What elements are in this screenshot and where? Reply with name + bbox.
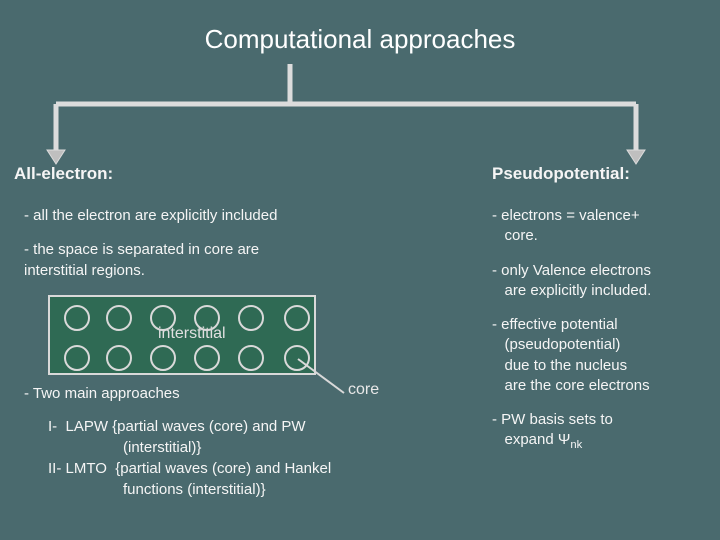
atom-circle: [64, 305, 90, 331]
two-main-approaches: - Two main approaches: [14, 385, 454, 402]
left-bullet-0: - all the electron are explicitly includ…: [14, 206, 454, 226]
atom-circle: [284, 345, 310, 371]
right-bullet-1: - only Valence electrons are explicitly …: [492, 261, 720, 302]
right-heading: Pseudopotential:: [492, 164, 720, 184]
atom-circle: [238, 345, 264, 371]
left-column: All-electron: - all the electron are exp…: [14, 164, 454, 500]
atom-circle: [238, 305, 264, 331]
atoms-diagram: interstitial core: [48, 295, 454, 375]
right-bullet-3: - PW basis sets to expand Ψnk: [492, 410, 720, 453]
left-bullet-1: - the space is separated in core are int…: [14, 240, 454, 281]
approach-item-0: I- LAPW {partial waves (core) and PW (in…: [48, 416, 454, 458]
approach-item-1: II- LMTO {partial waves (core) and Hanke…: [48, 458, 454, 500]
right-bullet-0: - electrons = valence+ core.: [492, 206, 720, 247]
atom-circle: [64, 345, 90, 371]
diagram-rect: interstitial: [48, 295, 316, 375]
atom-circle: [284, 305, 310, 331]
right-bullet-2: - effective potential (pseudopotential) …: [492, 315, 720, 396]
atom-circle: [194, 345, 220, 371]
approach-list: I- LAPW {partial waves (core) and PW (in…: [48, 416, 454, 500]
atom-circle: [106, 305, 132, 331]
atom-circle: [150, 345, 176, 371]
slide: Computational approaches All-electron: -…: [0, 0, 720, 540]
slide-title: Computational approaches: [20, 24, 700, 55]
atom-circle: [150, 305, 176, 331]
atom-circle: [194, 305, 220, 331]
left-heading: All-electron:: [14, 164, 454, 184]
right-column: Pseudopotential: - electrons = valence+ …: [492, 164, 720, 467]
atom-circle: [106, 345, 132, 371]
core-label: core: [348, 381, 379, 399]
